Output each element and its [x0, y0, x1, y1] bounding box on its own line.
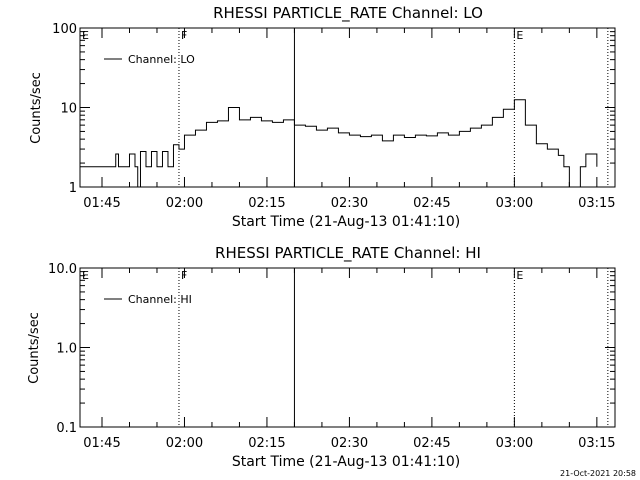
x-axis-label-lo: Start Time (21-Aug-13 01:41:10) — [232, 214, 460, 230]
y-axis-label-lo: Counts/sec — [29, 72, 44, 144]
y-axis-label-hi: Counts/sec — [27, 312, 42, 384]
footer-timestamp: 21-Oct-2021 20:58 — [560, 469, 636, 478]
x-tick-label: 03:15 — [578, 196, 615, 211]
plot-frame — [79, 27, 616, 188]
x-tick-label: 01:45 — [83, 196, 120, 211]
x-axis-label-hi: Start Time (21-Aug-13 01:41:10) — [232, 454, 460, 470]
y-tick-label: 10.0 — [48, 262, 77, 277]
event-marker-label: E — [82, 29, 89, 42]
y-tick-label: 1 — [69, 181, 77, 196]
chart-title-hi: RHESSI PARTICLE_RATE Channel: HI — [215, 244, 481, 263]
event-marker-label: E — [516, 29, 523, 42]
event-marker-label: F — [181, 269, 187, 282]
plot-frame — [79, 267, 616, 428]
y-tick-label: 0.1 — [56, 421, 77, 436]
event-marker-label: E — [82, 269, 89, 282]
x-tick-label: 03:00 — [496, 196, 533, 211]
y-tick-label: 1.0 — [56, 342, 77, 357]
x-tick-label: 02:15 — [248, 436, 285, 451]
x-tick-label: 02:00 — [166, 436, 203, 451]
legend-label: Channel: HI — [128, 293, 192, 306]
x-tick-label: 02:15 — [248, 196, 285, 211]
x-tick-label: 02:30 — [331, 196, 368, 211]
event-marker-label: F — [181, 29, 187, 42]
event-marker-label: E — [516, 269, 523, 282]
x-tick-label: 03:15 — [578, 436, 615, 451]
x-tick-label: 01:45 — [83, 436, 120, 451]
series-line — [80, 99, 598, 188]
chart-title-lo: RHESSI PARTICLE_RATE Channel: LO — [213, 4, 483, 23]
panel-lo: RHESSI PARTICLE_RATE Channel: LO Counts/… — [29, 4, 616, 230]
legend-label: Channel: LO — [128, 53, 195, 66]
x-tick-label: 02:30 — [331, 436, 368, 451]
y-tick-label: 10 — [60, 102, 77, 117]
x-tick-label: 02:45 — [413, 436, 450, 451]
panel-hi: RHESSI PARTICLE_RATE Channel: HI Counts/… — [27, 244, 616, 470]
x-tick-label: 02:00 — [166, 196, 203, 211]
x-tick-label: 03:00 — [496, 436, 533, 451]
y-tick-label: 100 — [52, 22, 77, 37]
x-tick-label: 02:45 — [413, 196, 450, 211]
